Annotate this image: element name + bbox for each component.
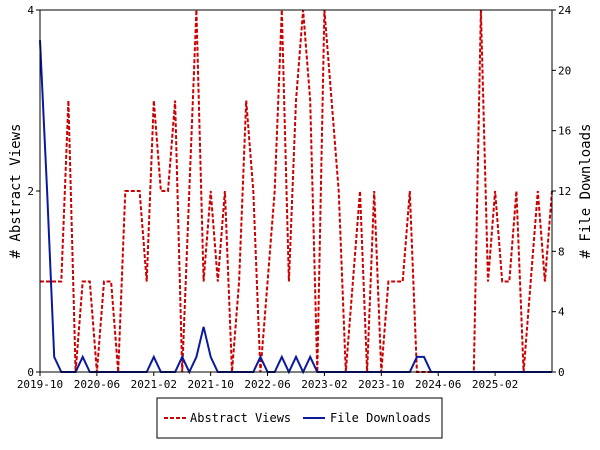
y-tick-label-right-0: 0 <box>558 366 565 379</box>
x-tick-label-2022-06: 2022-06 <box>244 378 290 391</box>
y-tick-label-right-20: 20 <box>558 64 571 77</box>
x-tick-label-2021-10: 2021-10 <box>187 378 233 391</box>
x-tick-label-2019-10: 2019-10 <box>17 378 63 391</box>
legend-label-abstract-views: Abstract Views <box>190 411 291 425</box>
y-tick-label-right-4: 4 <box>558 306 565 319</box>
x-tick-label-2020-06: 2020-06 <box>74 378 120 391</box>
legend-box <box>156 397 443 439</box>
legend: Abstract Views File Downloads <box>156 397 443 439</box>
x-tick-label-2023-02: 2023-02 <box>301 378 347 391</box>
y-tick-label-left-2: 2 <box>27 185 34 198</box>
y-tick-label-right-24: 24 <box>558 4 572 17</box>
x-tick-label-2023-10: 2023-10 <box>358 378 404 391</box>
legend-label-file-downloads: File Downloads <box>330 411 431 425</box>
y-tick-label-right-12: 12 <box>558 185 571 198</box>
y-tick-label-right-8: 8 <box>558 245 565 258</box>
y-tick-label-right-16: 16 <box>558 125 571 138</box>
x-tick-label-2025-02: 2025-02 <box>472 378 518 391</box>
x-tick-label-2024-06: 2024-06 <box>415 378 461 391</box>
y-tick-label-left-4: 4 <box>27 4 34 17</box>
y-axis-title-right: # File Downloads <box>578 124 594 259</box>
y-axis-title-left: # Abstract Views <box>8 124 24 259</box>
x-tick-label-2021-02: 2021-02 <box>131 378 177 391</box>
y-tick-label-left-0: 0 <box>27 366 34 379</box>
